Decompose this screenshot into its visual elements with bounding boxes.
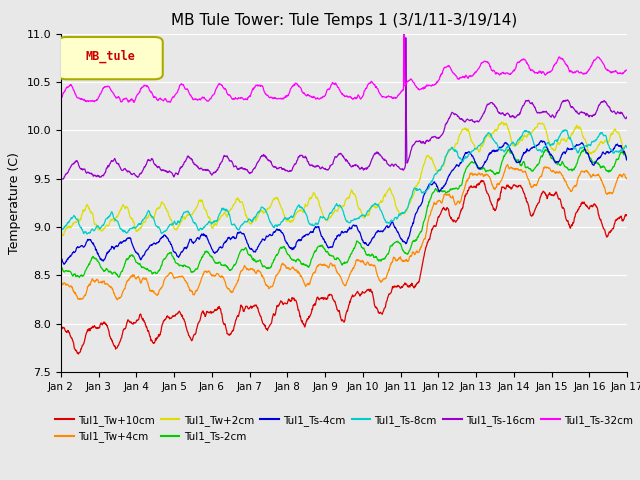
Tul1_Ts-4cm xyxy=(309,229,317,235)
Tul1_Ts-2cm xyxy=(380,256,387,262)
Tul1_Ts-8cm xyxy=(298,205,305,211)
Tul1_Ts-16cm xyxy=(124,168,132,174)
Tul1_Tw+10cm xyxy=(478,178,486,183)
Tul1_Ts-4cm xyxy=(57,255,65,261)
Tul1_Tw+2cm xyxy=(101,225,109,231)
Tul1_Ts-32cm xyxy=(100,84,108,90)
Tul1_Ts-8cm xyxy=(309,223,317,228)
Text: MB_tule: MB_tule xyxy=(86,50,136,63)
Tul1_Ts-4cm xyxy=(124,235,132,241)
Tul1_Ts-4cm xyxy=(537,138,545,144)
Tul1_Ts-2cm xyxy=(298,261,305,266)
FancyBboxPatch shape xyxy=(58,37,163,79)
Tul1_Ts-2cm xyxy=(623,156,631,161)
Tul1_Ts-8cm xyxy=(124,229,132,235)
Tul1_Ts-8cm xyxy=(83,231,91,237)
Tul1_Tw+4cm xyxy=(298,274,305,280)
Tul1_Ts-16cm xyxy=(380,156,387,162)
Line: Tul1_Tw+4cm: Tul1_Tw+4cm xyxy=(61,165,627,300)
Tul1_Tw+4cm xyxy=(623,176,631,182)
Tul1_Ts-2cm xyxy=(580,146,588,152)
Tul1_Ts-4cm xyxy=(60,262,68,267)
Tul1_Ts-16cm xyxy=(298,153,305,158)
Tul1_Ts-16cm xyxy=(58,176,66,182)
Tul1_Ts-16cm xyxy=(402,35,410,41)
Tul1_Tw+4cm xyxy=(100,281,108,287)
Tul1_Tw+2cm xyxy=(380,194,387,200)
Tul1_Tw+4cm xyxy=(57,283,65,288)
Tul1_Tw+4cm xyxy=(380,276,387,282)
Tul1_Tw+4cm xyxy=(114,297,122,302)
Tul1_Ts-8cm xyxy=(561,127,569,133)
Tul1_Ts-2cm xyxy=(101,267,109,273)
Tul1_Ts-2cm xyxy=(76,275,83,280)
Tul1_Tw+4cm xyxy=(319,262,327,268)
Tul1_Ts-4cm xyxy=(380,228,387,234)
Line: Tul1_Ts-2cm: Tul1_Ts-2cm xyxy=(61,149,627,277)
Title: MB Tule Tower: Tule Temps 1 (3/1/11-3/19/14): MB Tule Tower: Tule Temps 1 (3/1/11-3/19… xyxy=(171,13,517,28)
Tul1_Tw+2cm xyxy=(124,206,132,212)
Tul1_Ts-32cm xyxy=(131,99,138,105)
Tul1_Tw+10cm xyxy=(309,302,317,308)
Tul1_Tw+4cm xyxy=(504,162,511,168)
Tul1_Ts-8cm xyxy=(623,145,631,151)
Tul1_Ts-8cm xyxy=(101,218,109,224)
Tul1_Ts-32cm xyxy=(309,94,317,100)
Tul1_Ts-2cm xyxy=(124,256,132,262)
Tul1_Ts-32cm xyxy=(298,87,305,93)
Tul1_Ts-8cm xyxy=(319,214,327,219)
Tul1_Ts-16cm xyxy=(101,169,109,175)
Tul1_Tw+10cm xyxy=(101,321,109,326)
Line: Tul1_Ts-4cm: Tul1_Ts-4cm xyxy=(61,141,627,264)
Tul1_Ts-32cm xyxy=(124,97,131,103)
Tul1_Ts-2cm xyxy=(319,244,327,250)
Tul1_Tw+2cm xyxy=(319,213,327,218)
Tul1_Tw+10cm xyxy=(319,297,327,302)
Tul1_Ts-32cm xyxy=(57,96,65,102)
Tul1_Ts-16cm xyxy=(319,165,327,171)
Tul1_Tw+2cm xyxy=(298,208,305,214)
Tul1_Tw+10cm xyxy=(623,213,631,219)
Tul1_Tw+2cm xyxy=(497,120,505,125)
Tul1_Ts-16cm xyxy=(623,114,631,120)
Tul1_Ts-16cm xyxy=(309,163,317,169)
Legend: Tul1_Tw+10cm, Tul1_Tw+4cm, Tul1_Tw+2cm, Tul1_Ts-2cm, Tul1_Ts-4cm, Tul1_Ts-8cm, T: Tul1_Tw+10cm, Tul1_Tw+4cm, Tul1_Tw+2cm, … xyxy=(51,411,637,446)
Line: Tul1_Ts-8cm: Tul1_Ts-8cm xyxy=(61,130,627,234)
Tul1_Tw+2cm xyxy=(309,191,317,197)
Tul1_Tw+10cm xyxy=(75,351,83,357)
Tul1_Ts-8cm xyxy=(380,214,387,219)
Tul1_Ts-4cm xyxy=(298,237,305,242)
Line: Tul1_Tw+10cm: Tul1_Tw+10cm xyxy=(61,180,627,354)
Tul1_Tw+10cm xyxy=(124,317,132,323)
Tul1_Tw+4cm xyxy=(124,278,132,284)
Line: Tul1_Ts-16cm: Tul1_Ts-16cm xyxy=(61,38,627,179)
Y-axis label: Temperature (C): Temperature (C) xyxy=(8,152,21,254)
Tul1_Tw+10cm xyxy=(380,308,387,314)
Tul1_Ts-32cm xyxy=(380,94,387,99)
Tul1_Tw+2cm xyxy=(57,230,65,236)
Tul1_Ts-4cm xyxy=(319,237,327,242)
Line: Tul1_Ts-32cm: Tul1_Ts-32cm xyxy=(61,0,627,102)
Tul1_Ts-2cm xyxy=(57,264,65,270)
Line: Tul1_Tw+2cm: Tul1_Tw+2cm xyxy=(61,122,627,236)
Tul1_Ts-32cm xyxy=(623,67,631,73)
Tul1_Tw+2cm xyxy=(60,233,67,239)
Tul1_Tw+4cm xyxy=(309,270,317,276)
Tul1_Ts-4cm xyxy=(623,156,631,162)
Tul1_Tw+2cm xyxy=(623,154,631,159)
Tul1_Tw+10cm xyxy=(298,319,305,324)
Tul1_Ts-16cm xyxy=(57,175,65,180)
Tul1_Ts-8cm xyxy=(57,226,65,231)
Tul1_Ts-4cm xyxy=(101,256,109,262)
Tul1_Ts-32cm xyxy=(319,93,327,99)
Tul1_Ts-2cm xyxy=(309,252,317,258)
Tul1_Tw+10cm xyxy=(57,326,65,332)
